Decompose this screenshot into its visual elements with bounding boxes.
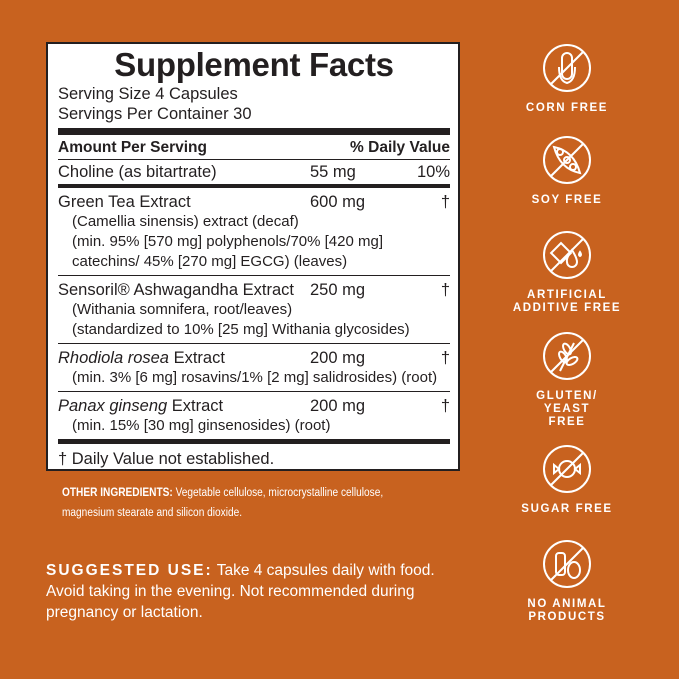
divider <box>58 343 450 344</box>
badge-label: ARTIFICIAL ADDITIVE FREE <box>512 289 622 314</box>
name-suffix: Extract <box>169 349 225 367</box>
suggested-use: SUGGESTED USE: Take 4 capsules daily wit… <box>46 560 466 623</box>
ingredient-row: Panax ginseng Extract 200 mg † (min. 15% [… <box>58 392 450 439</box>
no-animal-products-icon <box>543 540 591 588</box>
ingredient-row: Sensoril® Ashwagandha Extract 250 mg † (Wi… <box>58 276 450 343</box>
name-suffix: Extract <box>167 397 224 415</box>
suggested-use-text: Take 4 capsules daily with food. Avoid t… <box>46 562 435 621</box>
ingredient-name: Green Tea Extract <box>58 193 191 211</box>
ingredient-dv: † <box>440 397 450 415</box>
divider <box>58 184 450 188</box>
other-ingredients-text: Vegetable cellulose, microcrystalline ce… <box>62 487 384 519</box>
ingredient-detail: (Withania somnifera, root/leaves) <box>72 301 293 318</box>
badge-label: CORN FREE <box>525 102 609 114</box>
servings-per-container: Servings Per Container 30 <box>58 105 252 123</box>
ingredient-dv: 10% <box>416 163 450 181</box>
latin-name: Panax ginseng <box>58 397 168 415</box>
header-amount: Amount Per Serving <box>58 139 207 156</box>
divider <box>58 275 450 276</box>
divider <box>58 159 450 160</box>
ingredient-amount: 55 mg <box>310 163 356 181</box>
ingredient-dv: † <box>440 349 450 367</box>
divider <box>58 391 450 392</box>
table-header: Amount Per Serving % Daily Value <box>58 135 450 159</box>
ingredient-name: Rhodiola rosea Extract <box>58 348 310 368</box>
ingredient-detail: (min. 15% [30 mg] ginsenosides) (root) <box>72 417 331 434</box>
badge-sugar-free: SUGAR FREE <box>507 444 627 516</box>
divider <box>58 439 450 444</box>
badge-soy-free: SOY FREE <box>507 135 627 207</box>
ingredient-amount: 200 mg <box>310 349 366 367</box>
ingredient-amount: 600 mg <box>310 193 366 211</box>
panel-title: Supplement Facts <box>114 46 394 83</box>
other-ingredients: OTHER INGREDIENTS: Vegetable cellulose, … <box>62 483 414 523</box>
ingredient-row: Green Tea Extract 600 mg † (Camellia sinen… <box>58 188 450 275</box>
ingredient-name: Choline (as bitartrate) <box>58 163 217 181</box>
corn-free-icon <box>543 44 591 92</box>
ingredient-row: Rhodiola rosea Extract 200 mg † (min. 3% [… <box>58 344 450 391</box>
supplement-facts-panel: Supplement Facts Serving Size 4 Capsules… <box>46 42 460 471</box>
other-ingredients-label: OTHER INGREDIENTS: <box>62 487 173 499</box>
suggested-use-label: SUGGESTED USE: <box>46 562 213 579</box>
ingredient-detail: (min. 3% [6 mg] rosavins/1% [2 mg] salid… <box>72 369 438 386</box>
badge-corn-free: CORN FREE <box>507 43 627 115</box>
badge-no-animal-products: NO ANIMAL PRODUCTS <box>507 539 627 624</box>
ingredient-name: Sensoril® Ashwagandha Extract <box>58 281 294 299</box>
divider <box>58 128 450 135</box>
ingredient-amount: 200 mg <box>310 397 366 415</box>
badge-gluten-yeast-free: GLUTEN/ YEAST FREE <box>507 331 627 429</box>
ingredient-name: Panax ginseng Extract <box>58 396 310 416</box>
ingredient-amount: 250 mg <box>310 281 366 299</box>
badge-label: NO ANIMAL PRODUCTS <box>527 598 607 623</box>
ingredient-row: Choline (as bitartrate) 55 mg 10% <box>58 160 450 184</box>
ingredient-detail: catechins/ 45% [270 mg] EGCG) (leaves) <box>72 253 348 270</box>
artificial-additive-free-icon <box>543 231 591 279</box>
latin-name: Rhodiola rosea <box>58 349 169 367</box>
ingredient-detail: (standardized to 10% [25 mg] Withania gl… <box>72 321 410 338</box>
badge-label: SOY FREE <box>531 194 603 206</box>
header-dv: % Daily Value <box>350 139 450 156</box>
serving-size: Serving Size 4 Capsules <box>58 85 238 103</box>
sugar-free-icon <box>543 445 591 493</box>
ingredient-detail: (min. 95% [570 mg] polyphenols/70% [420 … <box>72 233 384 250</box>
soy-free-icon <box>543 136 591 184</box>
badge-artificial-additive-free: ARTIFICIAL ADDITIVE FREE <box>507 230 627 315</box>
ingredient-dv: † <box>440 281 450 299</box>
badge-label: GLUTEN/ YEAST FREE <box>536 390 598 428</box>
gluten-yeast-free-icon <box>543 332 591 380</box>
footnote: † Daily Value not established. <box>58 450 275 468</box>
badge-label: SUGAR FREE <box>521 503 613 515</box>
ingredient-detail: (Camellia sinensis) extract (decaf) <box>72 213 299 230</box>
ingredient-dv: † <box>440 193 450 211</box>
